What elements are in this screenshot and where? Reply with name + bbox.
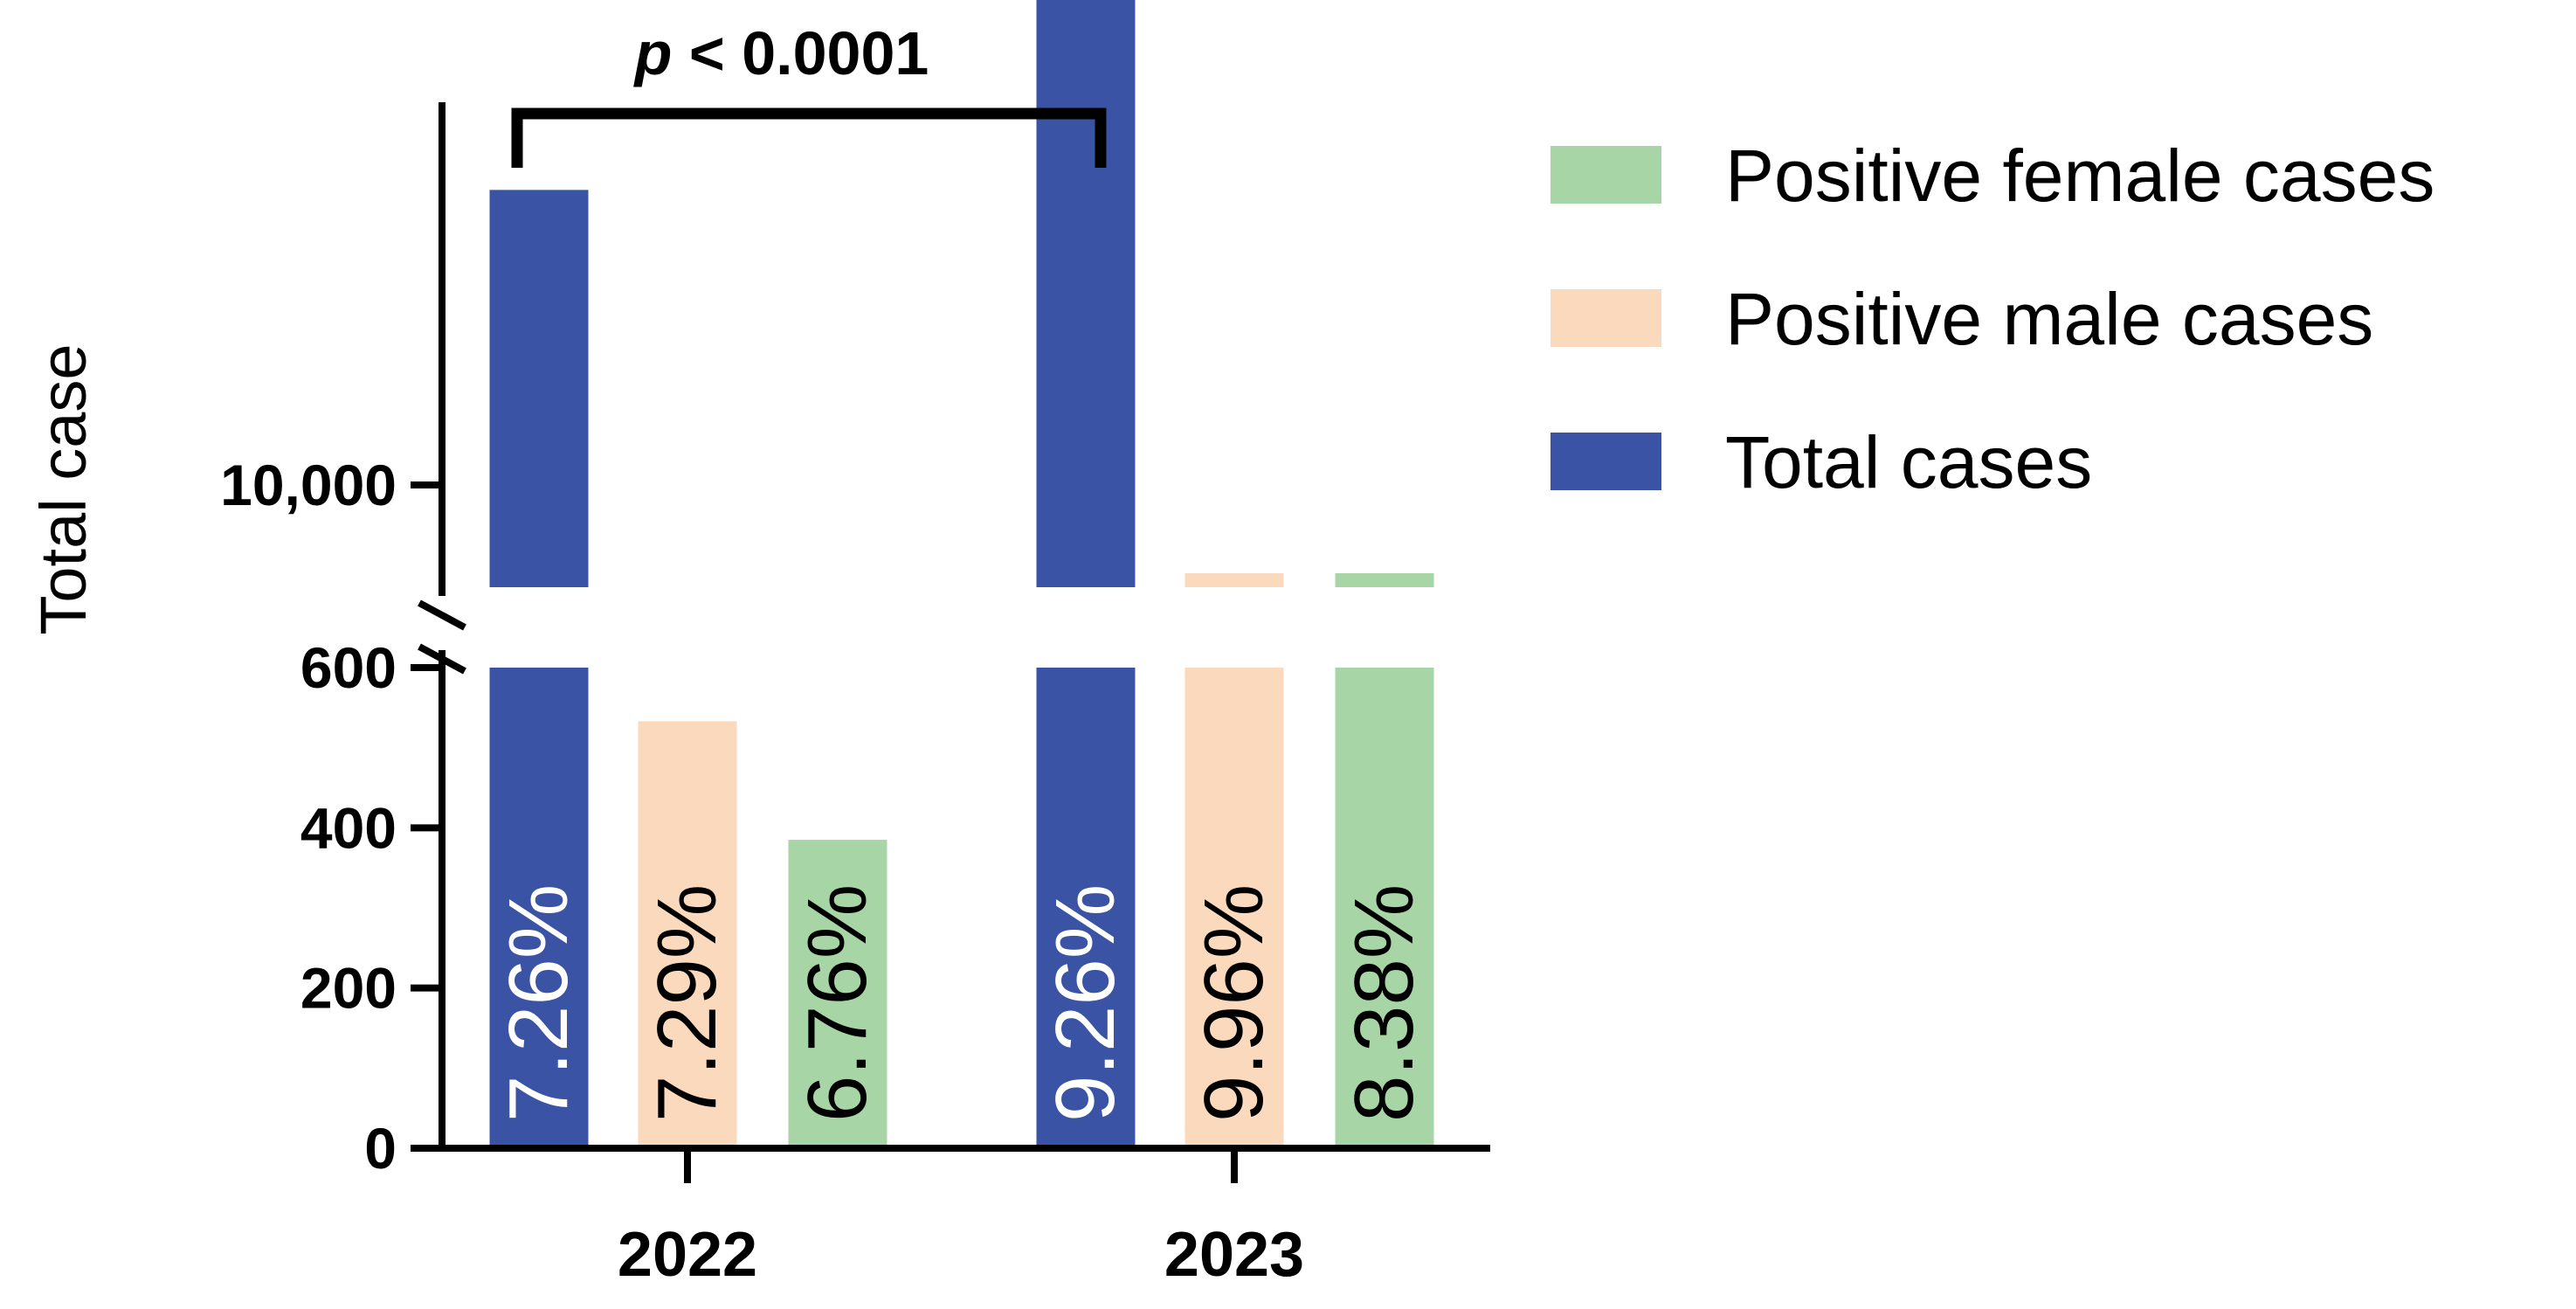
significance-label: p < 0.0001 (633, 19, 929, 87)
percent-label-2023-0: 9.26% (1039, 884, 1132, 1122)
percent-label-2022-0: 7.26% (492, 884, 585, 1122)
legend-swatch-positive-male-cases (1550, 289, 1661, 347)
labels-group: 7.26% 9.26% 7.29% 9.96% 6.76% 8.38% (492, 884, 1431, 1122)
bar-positive-female-cases-2023-lower (1335, 668, 1434, 1148)
y-tick-label-0: 0 (364, 1116, 397, 1181)
bar-total-cases-2023-lower (1036, 668, 1136, 1148)
legend-label-total-cases: Total cases (1725, 421, 2092, 503)
percent-label-2023-1: 9.96% (1187, 884, 1281, 1122)
legend: Positive female cases Positive male cases… (1550, 135, 2434, 503)
bar-positive-male-cases-2023-upper (1184, 573, 1284, 587)
axis-break-mark-top (418, 599, 466, 631)
y-axis-label: Total case (27, 343, 100, 634)
bar-positive-female-cases-2022-lower (788, 840, 887, 1148)
legend-label-positive-female-cases: Positive female cases (1725, 135, 2434, 217)
axes-group: 020040060010,00020,00030,00040,00050,000… (27, 19, 1490, 1290)
bar-positive-male-cases-2023-lower (1184, 668, 1284, 1148)
x-tick-label-2022: 2022 (618, 1220, 757, 1290)
significance-bracket (511, 107, 1107, 168)
bars-group (489, 0, 1434, 1148)
bar-positive-male-cases-2022-lower (638, 721, 737, 1148)
percent-label-2022-1: 7.29% (640, 884, 734, 1122)
bar-total-cases-2023-upper (1036, 0, 1136, 587)
percent-label-2023-2: 8.38% (1337, 884, 1431, 1122)
bar-total-cases-2022-lower (489, 668, 589, 1148)
legend-swatch-total-cases (1550, 433, 1661, 490)
legend-swatch-positive-female-cases (1550, 146, 1661, 204)
percent-label-2022-2: 6.76% (791, 884, 884, 1122)
x-tick-label-2023: 2023 (1164, 1220, 1304, 1290)
axis-break-mark-bottom (418, 643, 466, 675)
y-tick-label-10,000: 10,000 (220, 453, 397, 517)
y-tick-label-600: 600 (300, 635, 397, 700)
bar-positive-female-cases-2023-upper (1335, 573, 1434, 587)
bar-total-cases-2022-upper (489, 190, 589, 587)
y-tick-label-200: 200 (300, 956, 397, 1021)
legend-label-positive-male-cases: Positive male cases (1725, 278, 2373, 360)
y-tick-label-400: 400 (300, 795, 397, 860)
